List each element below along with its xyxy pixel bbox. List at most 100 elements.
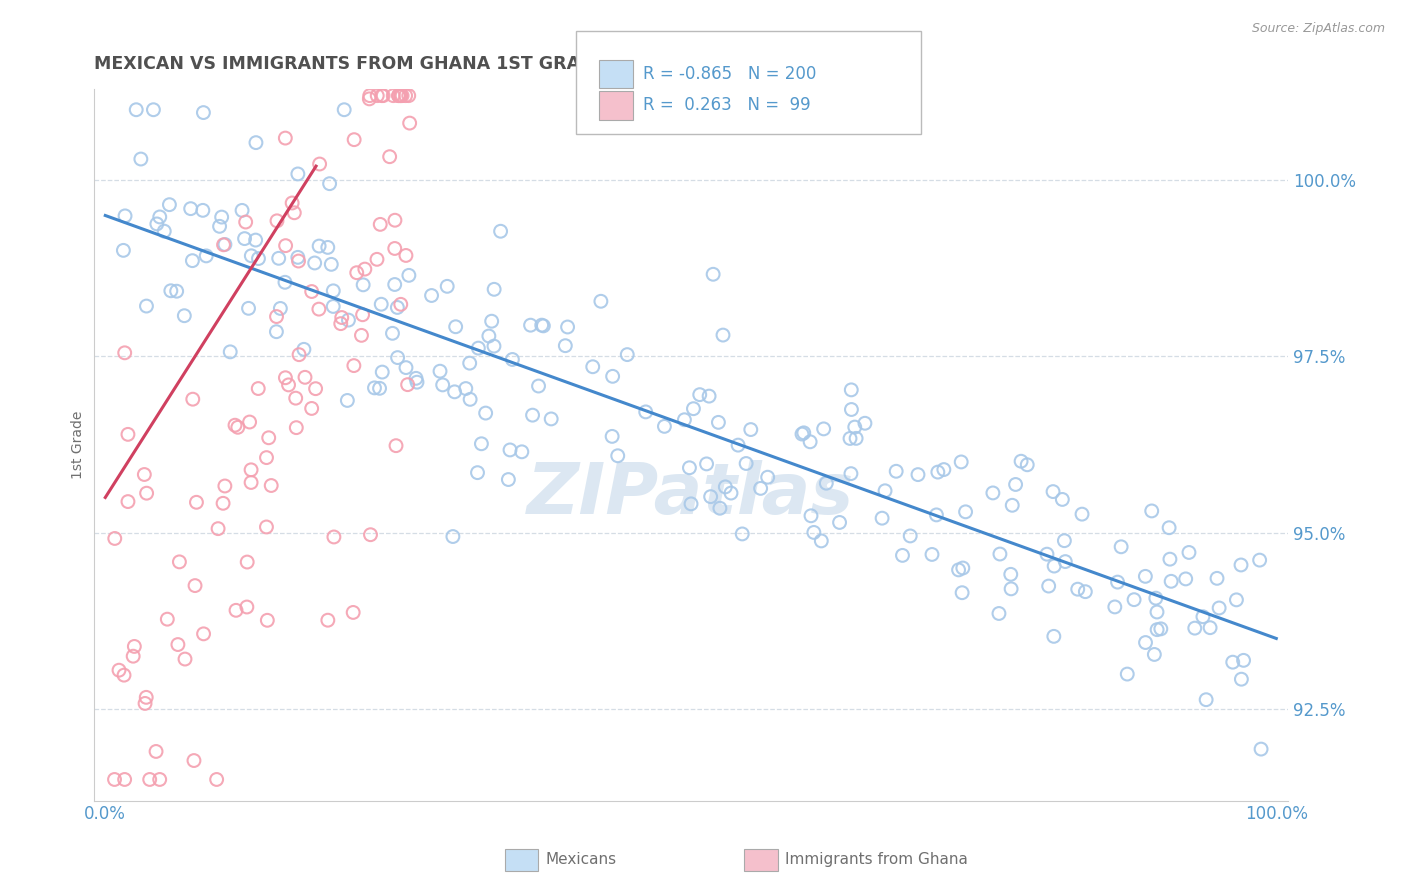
Point	[1206, 571, 1229, 585]
Point	[1178, 545, 1201, 559]
Point	[269, 301, 291, 316]
Point	[813, 422, 835, 436]
Point	[522, 408, 544, 422]
Point	[114, 346, 136, 360]
Point	[540, 412, 562, 426]
Point	[790, 427, 813, 442]
Point	[803, 525, 825, 540]
Point	[104, 532, 127, 546]
Point	[1000, 567, 1022, 582]
Point	[240, 249, 263, 263]
Point	[274, 131, 297, 145]
Point	[600, 429, 623, 443]
Point	[1144, 591, 1167, 606]
Point	[153, 224, 176, 238]
Point	[285, 420, 308, 434]
Point	[444, 319, 467, 334]
Point	[183, 754, 205, 768]
Point	[1038, 579, 1060, 593]
Point	[159, 197, 181, 211]
Point	[385, 439, 408, 453]
Point	[458, 392, 481, 407]
Point	[1230, 672, 1253, 686]
Point	[815, 476, 838, 491]
Point	[925, 508, 948, 522]
Point	[1140, 504, 1163, 518]
Point	[336, 393, 359, 408]
Point	[405, 371, 427, 385]
Point	[1195, 692, 1218, 706]
Point	[395, 248, 418, 262]
Point	[602, 369, 624, 384]
Point	[793, 425, 815, 440]
Point	[174, 652, 197, 666]
Point	[398, 116, 420, 130]
Point	[482, 282, 505, 296]
Point	[1208, 601, 1230, 615]
Point	[103, 772, 125, 787]
Point	[149, 772, 172, 787]
Point	[709, 501, 731, 516]
Point	[308, 239, 330, 253]
Point	[277, 377, 299, 392]
Point	[1074, 584, 1097, 599]
Point	[368, 381, 391, 395]
Point	[396, 377, 419, 392]
Point	[1174, 572, 1197, 586]
Text: R = -0.865   N = 200: R = -0.865 N = 200	[643, 65, 815, 83]
Point	[582, 359, 605, 374]
Point	[950, 585, 973, 599]
Point	[308, 302, 330, 317]
Point	[266, 310, 288, 324]
Point	[749, 482, 772, 496]
Point	[1225, 592, 1247, 607]
Point	[1146, 623, 1168, 637]
Point	[1249, 553, 1271, 567]
Point	[735, 457, 758, 471]
Point	[498, 473, 520, 487]
Point	[454, 382, 477, 396]
Point	[384, 213, 406, 227]
Text: MEXICAN VS IMMIGRANTS FROM GHANA 1ST GRADE CORRELATION CHART: MEXICAN VS IMMIGRANTS FROM GHANA 1ST GRA…	[94, 55, 821, 73]
Point	[274, 370, 297, 384]
Point	[1004, 477, 1026, 491]
Point	[391, 88, 413, 103]
Point	[387, 301, 409, 315]
Point	[554, 339, 576, 353]
Point	[432, 377, 454, 392]
Point	[359, 88, 381, 103]
Point	[283, 206, 305, 220]
Point	[156, 612, 179, 626]
Point	[166, 284, 188, 298]
Point	[606, 449, 628, 463]
Point	[384, 242, 406, 256]
Point	[845, 431, 868, 445]
Point	[884, 464, 907, 478]
Point	[371, 88, 394, 103]
Point	[1222, 655, 1244, 669]
Point	[321, 257, 343, 271]
Point	[112, 668, 135, 682]
Point	[950, 455, 973, 469]
Point	[184, 578, 207, 592]
Point	[1123, 592, 1146, 607]
Point	[135, 486, 157, 500]
Point	[281, 196, 304, 211]
Point	[145, 744, 167, 758]
Point	[288, 348, 311, 362]
Point	[1054, 555, 1077, 569]
Point	[373, 88, 395, 103]
Point	[557, 320, 579, 334]
Point	[256, 520, 278, 534]
Point	[256, 613, 278, 627]
Point	[510, 445, 533, 459]
Point	[292, 343, 315, 357]
Point	[125, 103, 148, 117]
Point	[149, 210, 172, 224]
Point	[398, 268, 420, 283]
Point	[853, 417, 876, 431]
Point	[839, 383, 862, 397]
Point	[181, 253, 204, 268]
Point	[160, 284, 183, 298]
Point	[844, 420, 866, 434]
